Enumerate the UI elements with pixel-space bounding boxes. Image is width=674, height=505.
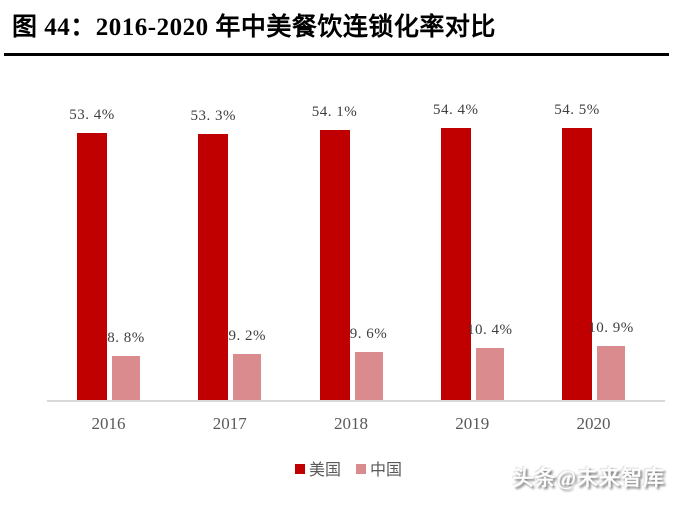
value-label-us-2020: 54. 5% — [554, 101, 600, 118]
x-tick-label-2020: 2020 — [576, 414, 611, 433]
bar-cn-2020 — [597, 345, 625, 400]
bar-chart: 53. 4% 8. 8% 2016 53. 3% 9. 2% 2017 54. 1% 9. 6… — [0, 60, 674, 440]
legend-item-us: 美国 — [295, 456, 341, 480]
legend-swatch-cn — [356, 464, 367, 474]
x-tick-label-2019: 2019 — [455, 414, 490, 433]
value-label-cn-2016: 8. 8% — [107, 330, 145, 346]
value-label-cn-2020: 10. 9% — [588, 319, 634, 336]
watermark: 头条@未来智库 — [512, 466, 665, 490]
figure-title: 图 44：2016-2020 年中美餐饮连锁化率对比 — [12, 14, 496, 41]
bar-cn-2017 — [233, 354, 262, 400]
value-label-us-2019: 54. 4% — [433, 102, 479, 118]
x-tick-label-2016: 2016 — [91, 414, 126, 433]
value-label-us-2017: 53. 3% — [190, 107, 236, 124]
legend-label-cn: 中国 — [370, 462, 403, 479]
legend: 美国 中国 — [295, 456, 402, 480]
title-divider — [4, 53, 669, 56]
value-label-cn-2019: 10. 4% — [467, 322, 513, 338]
legend-item-cn: 中国 — [356, 456, 402, 480]
bar-us-2019 — [440, 128, 471, 400]
bar-cn-2016 — [112, 356, 140, 400]
bar-us-2016 — [77, 133, 107, 400]
bar-cn-2019 — [475, 348, 504, 400]
value-label-us-2018: 54. 1% — [311, 103, 358, 120]
value-label-us-2016: 53. 4% — [69, 107, 115, 123]
x-tick-label-2018: 2018 — [334, 414, 368, 433]
value-label-cn-2018: 9. 6% — [349, 326, 388, 342]
bar-us-2018 — [319, 129, 350, 400]
bar-us-2020 — [562, 127, 592, 400]
bar-cn-2018 — [354, 352, 383, 400]
x-tick-label-2017: 2017 — [212, 414, 247, 433]
value-label-cn-2017: 9. 2% — [228, 328, 266, 344]
x-axis-line — [47, 400, 665, 402]
bar-us-2017 — [198, 133, 229, 400]
legend-label-us: 美国 — [309, 462, 342, 479]
legend-swatch-us — [295, 464, 305, 474]
